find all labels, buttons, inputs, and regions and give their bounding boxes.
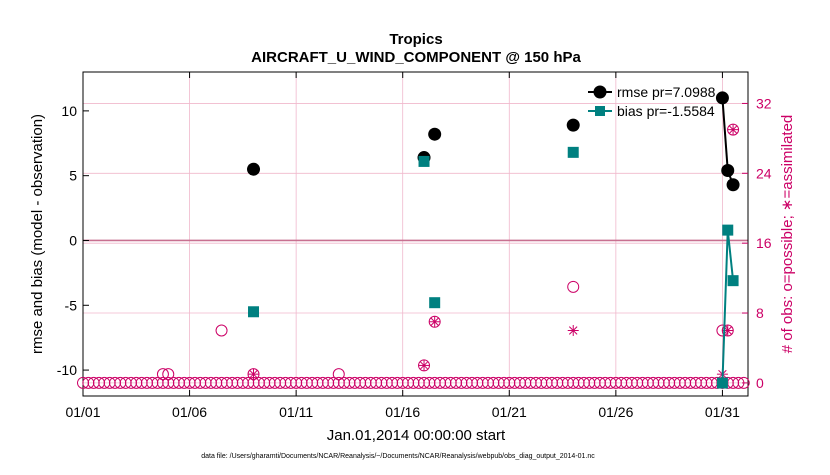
rmse-point <box>428 127 442 141</box>
rmse-point <box>726 178 740 192</box>
obs-possible-marker <box>156 368 169 381</box>
y-tick-label: -5 <box>65 297 78 313</box>
bias-point <box>727 275 739 287</box>
grid-lines <box>82 72 748 396</box>
chart-subtitle: AIRCRAFT_U_WIND_COMPONENT @ 150 hPa <box>251 49 581 66</box>
data-file-footer: data file: /Users/gharamti/Documents/NCA… <box>201 453 595 460</box>
bias-point <box>429 297 441 309</box>
obs-possible-marker <box>332 368 345 381</box>
x-tick-label: 01/31 <box>705 404 740 420</box>
rmse-point <box>715 91 729 105</box>
y-tick-label: 0 <box>69 232 77 248</box>
obs-possible-marker <box>162 368 175 381</box>
x-tick-label: 01/21 <box>492 404 527 420</box>
chart-title: Tropics <box>389 31 442 48</box>
obs-assimilated-marker <box>727 124 739 136</box>
series-markers <box>247 91 740 389</box>
obs-possible-marker <box>567 280 580 293</box>
y2-tick-label: 32 <box>756 95 772 111</box>
obs-assimilated-marker <box>567 325 579 337</box>
y2-tick-label: 16 <box>756 235 772 251</box>
obs-assimilated-marker <box>248 368 260 380</box>
x-tick-label: 01/01 <box>65 404 100 420</box>
bias-point <box>248 306 260 318</box>
x-tick-label: 01/16 <box>385 404 420 420</box>
obs-assimilated-marker <box>418 359 430 371</box>
obs-possible-marker <box>737 376 750 389</box>
y-tick-label: 5 <box>69 168 77 184</box>
obs-assimilated-marker <box>429 316 441 328</box>
x-axis-ticks: 01/01 01/06 01/11 01/16 01/21 01/26 01/31 <box>65 72 740 420</box>
legend-rmse-label: rmse pr=7.0988 <box>617 84 716 100</box>
bias-point <box>418 155 430 167</box>
legend-rmse-marker <box>593 85 607 99</box>
y2-axis-label: # of obs: o=possible; ∗=assimilated <box>779 115 796 354</box>
y2-tick-label: 8 <box>756 305 764 321</box>
rmse-point <box>247 162 261 176</box>
y-tick-label: -10 <box>57 362 77 378</box>
y2-tick-label: 0 <box>756 375 764 391</box>
y-tick-label: 10 <box>61 103 77 119</box>
x-tick-label: 01/26 <box>598 404 633 420</box>
obs-possible-marker <box>215 324 228 337</box>
obs-possible-marker <box>732 376 745 389</box>
x-tick-label: 01/11 <box>279 404 313 420</box>
rmse-point <box>721 163 735 177</box>
legend-bias-label: bias pr=-1.5584 <box>617 103 715 119</box>
x-axis-label: Jan.01,2014 00:00:00 start <box>327 427 506 444</box>
y2-tick-label: 24 <box>756 165 772 181</box>
plot-area-frame <box>82 71 749 397</box>
legend-bias-marker <box>595 106 605 116</box>
legend: rmse pr=7.0988 bias pr=-1.5584 <box>588 84 716 119</box>
y-axis-label: rmse and bias (model - observation) <box>29 114 46 354</box>
y2-axis-ticks: 0 8 16 24 32 <box>742 95 772 391</box>
bias-point <box>722 224 734 236</box>
y-axis-ticks: -10 -5 0 5 10 <box>57 103 89 378</box>
bias-point <box>567 146 579 158</box>
x-tick-label: 01/06 <box>172 404 207 420</box>
rmse-point <box>566 118 580 132</box>
bias-point <box>716 377 728 389</box>
